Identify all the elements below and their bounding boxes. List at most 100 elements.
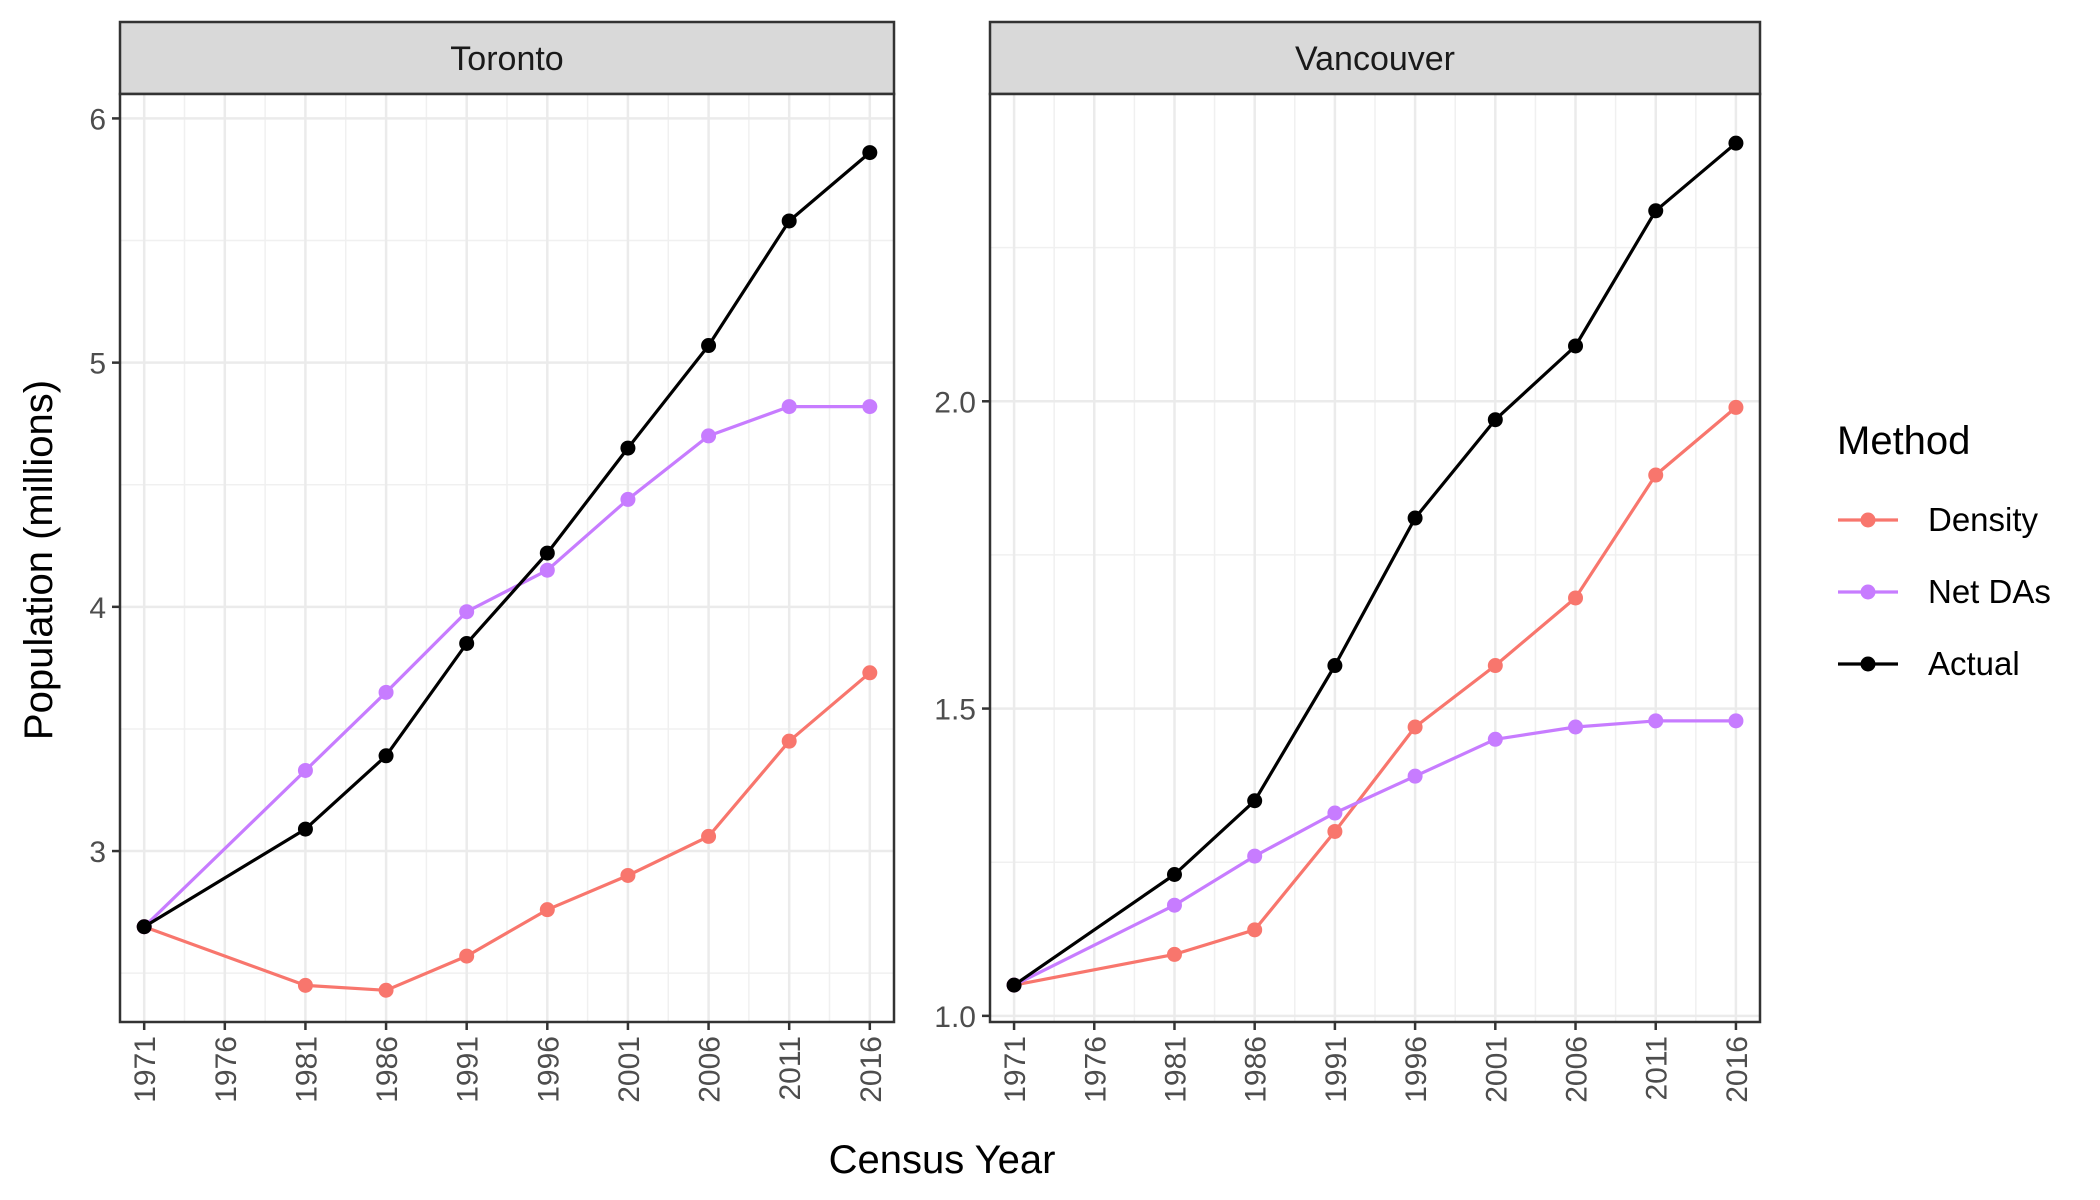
- data-point: [1487, 731, 1503, 747]
- panel-border: [988, 92, 1762, 1024]
- legend-key-point: [1860, 512, 1876, 528]
- x-tick-label: 2016: [855, 1036, 888, 1103]
- data-point: [539, 545, 555, 561]
- x-tick-label: 2006: [694, 1036, 727, 1103]
- legend-title: Method: [1837, 419, 1970, 463]
- data-point: [297, 821, 313, 837]
- x-tick-label: 1976: [210, 1036, 243, 1103]
- data-point: [1247, 793, 1263, 809]
- data-point: [1568, 338, 1584, 354]
- data-point: [1487, 412, 1503, 428]
- data-point: [1487, 658, 1503, 674]
- data-point: [862, 399, 878, 415]
- data-point: [1327, 823, 1343, 839]
- panel-toronto: Toronto 3 4 5 6 1971 1976 1981 1986 1991 1996 2001 2…: [89, 20, 896, 1103]
- data-point: [701, 828, 717, 844]
- data-point: [1728, 135, 1744, 151]
- x-tick-label: 2001: [1480, 1036, 1513, 1103]
- x-tick-label: 1991: [452, 1036, 485, 1103]
- data-point: [378, 684, 394, 700]
- y-tick-label: 1.0: [934, 1001, 976, 1034]
- data-point: [781, 399, 797, 415]
- legend-entry: Density: [1838, 501, 2039, 538]
- x-tick-label: 1976: [1079, 1036, 1112, 1103]
- legend-label: Actual: [1928, 645, 2020, 682]
- panels-layer: Toronto 3 4 5 6 1971 1976 1981 1986 1991 1996 2001 2…: [89, 20, 1762, 1103]
- data-point: [459, 948, 475, 964]
- panel-border: [118, 92, 896, 1024]
- x-tick-label: 1996: [532, 1036, 565, 1103]
- series-density: [136, 665, 878, 998]
- data-point: [1166, 897, 1182, 913]
- data-point: [1648, 467, 1664, 483]
- legend-items: Density Net DAs Actual: [1838, 501, 2051, 682]
- x-tick-label: 1986: [1240, 1036, 1273, 1103]
- series-actual: [136, 145, 878, 935]
- data-point: [1166, 867, 1182, 883]
- y-tick-label: 2.0: [934, 386, 976, 419]
- y-tick-label: 5: [89, 348, 106, 381]
- data-point: [1407, 719, 1423, 735]
- data-point: [862, 665, 878, 681]
- facet-strip: [988, 20, 1762, 96]
- y-tick-label: 3: [89, 836, 106, 869]
- legend-label: Density: [1928, 501, 2039, 538]
- x-tick-label: 2001: [613, 1036, 646, 1103]
- data-point: [1648, 203, 1664, 219]
- data-point: [378, 982, 394, 998]
- data-point: [701, 338, 717, 354]
- legend-entry: Actual: [1838, 645, 2020, 682]
- y-tick-label: 6: [89, 103, 106, 136]
- data-point: [1327, 805, 1343, 821]
- x-tick-label: 2006: [1561, 1036, 1594, 1103]
- x-tick-label: 1971: [129, 1036, 162, 1103]
- x-tick-label: 1986: [371, 1036, 404, 1103]
- data-point: [1407, 510, 1423, 526]
- data-point: [1407, 768, 1423, 784]
- data-point: [701, 428, 717, 444]
- data-point: [781, 213, 797, 229]
- x-axis-title: Census Year: [829, 1138, 1056, 1182]
- series-actual: [1006, 135, 1744, 993]
- data-point: [620, 491, 636, 507]
- data-point: [1247, 848, 1263, 864]
- data-point: [459, 635, 475, 651]
- data-point: [136, 919, 152, 935]
- x-tick-label: 1981: [1160, 1036, 1193, 1103]
- data-point: [1568, 590, 1584, 606]
- x-tick-label: 1996: [1400, 1036, 1433, 1103]
- data-point: [1568, 719, 1584, 735]
- data-point: [620, 440, 636, 456]
- data-point: [620, 867, 636, 883]
- data-point: [1728, 399, 1744, 415]
- data-point: [1728, 713, 1744, 729]
- data-point: [1166, 946, 1182, 962]
- legend: Method Density Net DAs Actual: [1837, 419, 2051, 682]
- y-tick-label: 4: [89, 592, 106, 625]
- data-point: [1006, 977, 1022, 993]
- series-net-das: [136, 399, 878, 935]
- data-point: [862, 145, 878, 161]
- x-tick-label: 1981: [290, 1036, 323, 1103]
- data-point: [1247, 922, 1263, 938]
- x-tick-label: 1971: [999, 1036, 1032, 1103]
- facet-strip: [118, 20, 896, 96]
- data-point: [1648, 713, 1664, 729]
- facet-title: Vancouver: [1295, 40, 1455, 78]
- x-tick-label: 2011: [774, 1036, 807, 1101]
- facet-title: Toronto: [450, 40, 563, 78]
- panel-vancouver: Vancouver 1.0 1.5 2.0 1971 1976 1981 1986 1991 19…: [934, 20, 1762, 1103]
- data-point: [539, 902, 555, 918]
- legend-entry: Net DAs: [1838, 573, 2051, 610]
- data-point: [539, 562, 555, 578]
- x-tick-label: 2011: [1641, 1036, 1674, 1101]
- data-point: [1327, 658, 1343, 674]
- data-point: [781, 733, 797, 749]
- data-point: [378, 748, 394, 764]
- y-tick-label: 1.5: [934, 694, 976, 727]
- legend-key-point: [1860, 656, 1876, 672]
- y-axis-title: Population (millions): [17, 380, 61, 740]
- legend-label: Net DAs: [1928, 573, 2051, 610]
- legend-key-point: [1860, 584, 1876, 600]
